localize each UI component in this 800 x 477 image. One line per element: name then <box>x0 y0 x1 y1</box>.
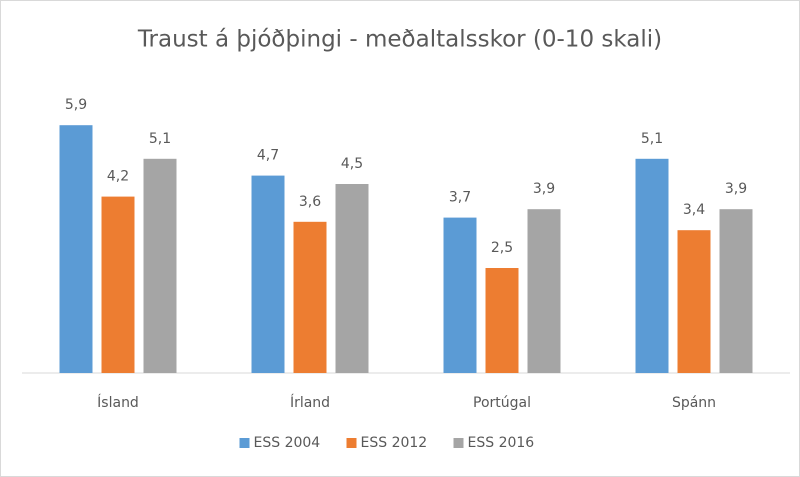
data-label: 4,5 <box>341 156 363 172</box>
data-label: 4,2 <box>107 169 129 185</box>
bar <box>485 268 519 373</box>
data-label: 4,7 <box>257 148 279 164</box>
data-label: 3,6 <box>299 194 321 210</box>
bar <box>293 221 327 373</box>
data-label: 3,9 <box>533 181 555 197</box>
legend-swatch <box>239 438 250 448</box>
bar <box>677 230 711 373</box>
bar <box>251 175 285 373</box>
legend-swatch <box>346 438 357 448</box>
x-tick-label: Spánn <box>672 395 716 411</box>
x-tick-label: Ísland <box>97 394 139 411</box>
legend-label: ESS 2016 <box>468 435 535 451</box>
x-tick-label: Írland <box>290 394 330 411</box>
data-label: 5,1 <box>641 131 663 147</box>
bar <box>635 158 669 373</box>
bar <box>59 125 93 373</box>
bar <box>101 196 135 373</box>
bar <box>143 158 177 373</box>
bar <box>719 209 753 373</box>
data-label: 5,9 <box>65 97 87 113</box>
data-label: 3,4 <box>683 202 705 218</box>
legend-label: ESS 2012 <box>361 435 428 451</box>
data-label: 3,7 <box>449 190 471 206</box>
bar <box>335 184 369 373</box>
data-label: 2,5 <box>491 240 513 256</box>
bar <box>527 209 561 373</box>
legend-swatch <box>453 438 464 448</box>
data-label: 3,9 <box>725 181 747 197</box>
data-label: 5,1 <box>149 131 171 147</box>
legend-label: ESS 2004 <box>254 435 321 451</box>
chart-title: Traust á þjóðþingi - meðaltalsskor (0-10… <box>137 27 662 53</box>
x-tick-label: Portúgal <box>473 395 531 411</box>
bar <box>443 217 477 373</box>
